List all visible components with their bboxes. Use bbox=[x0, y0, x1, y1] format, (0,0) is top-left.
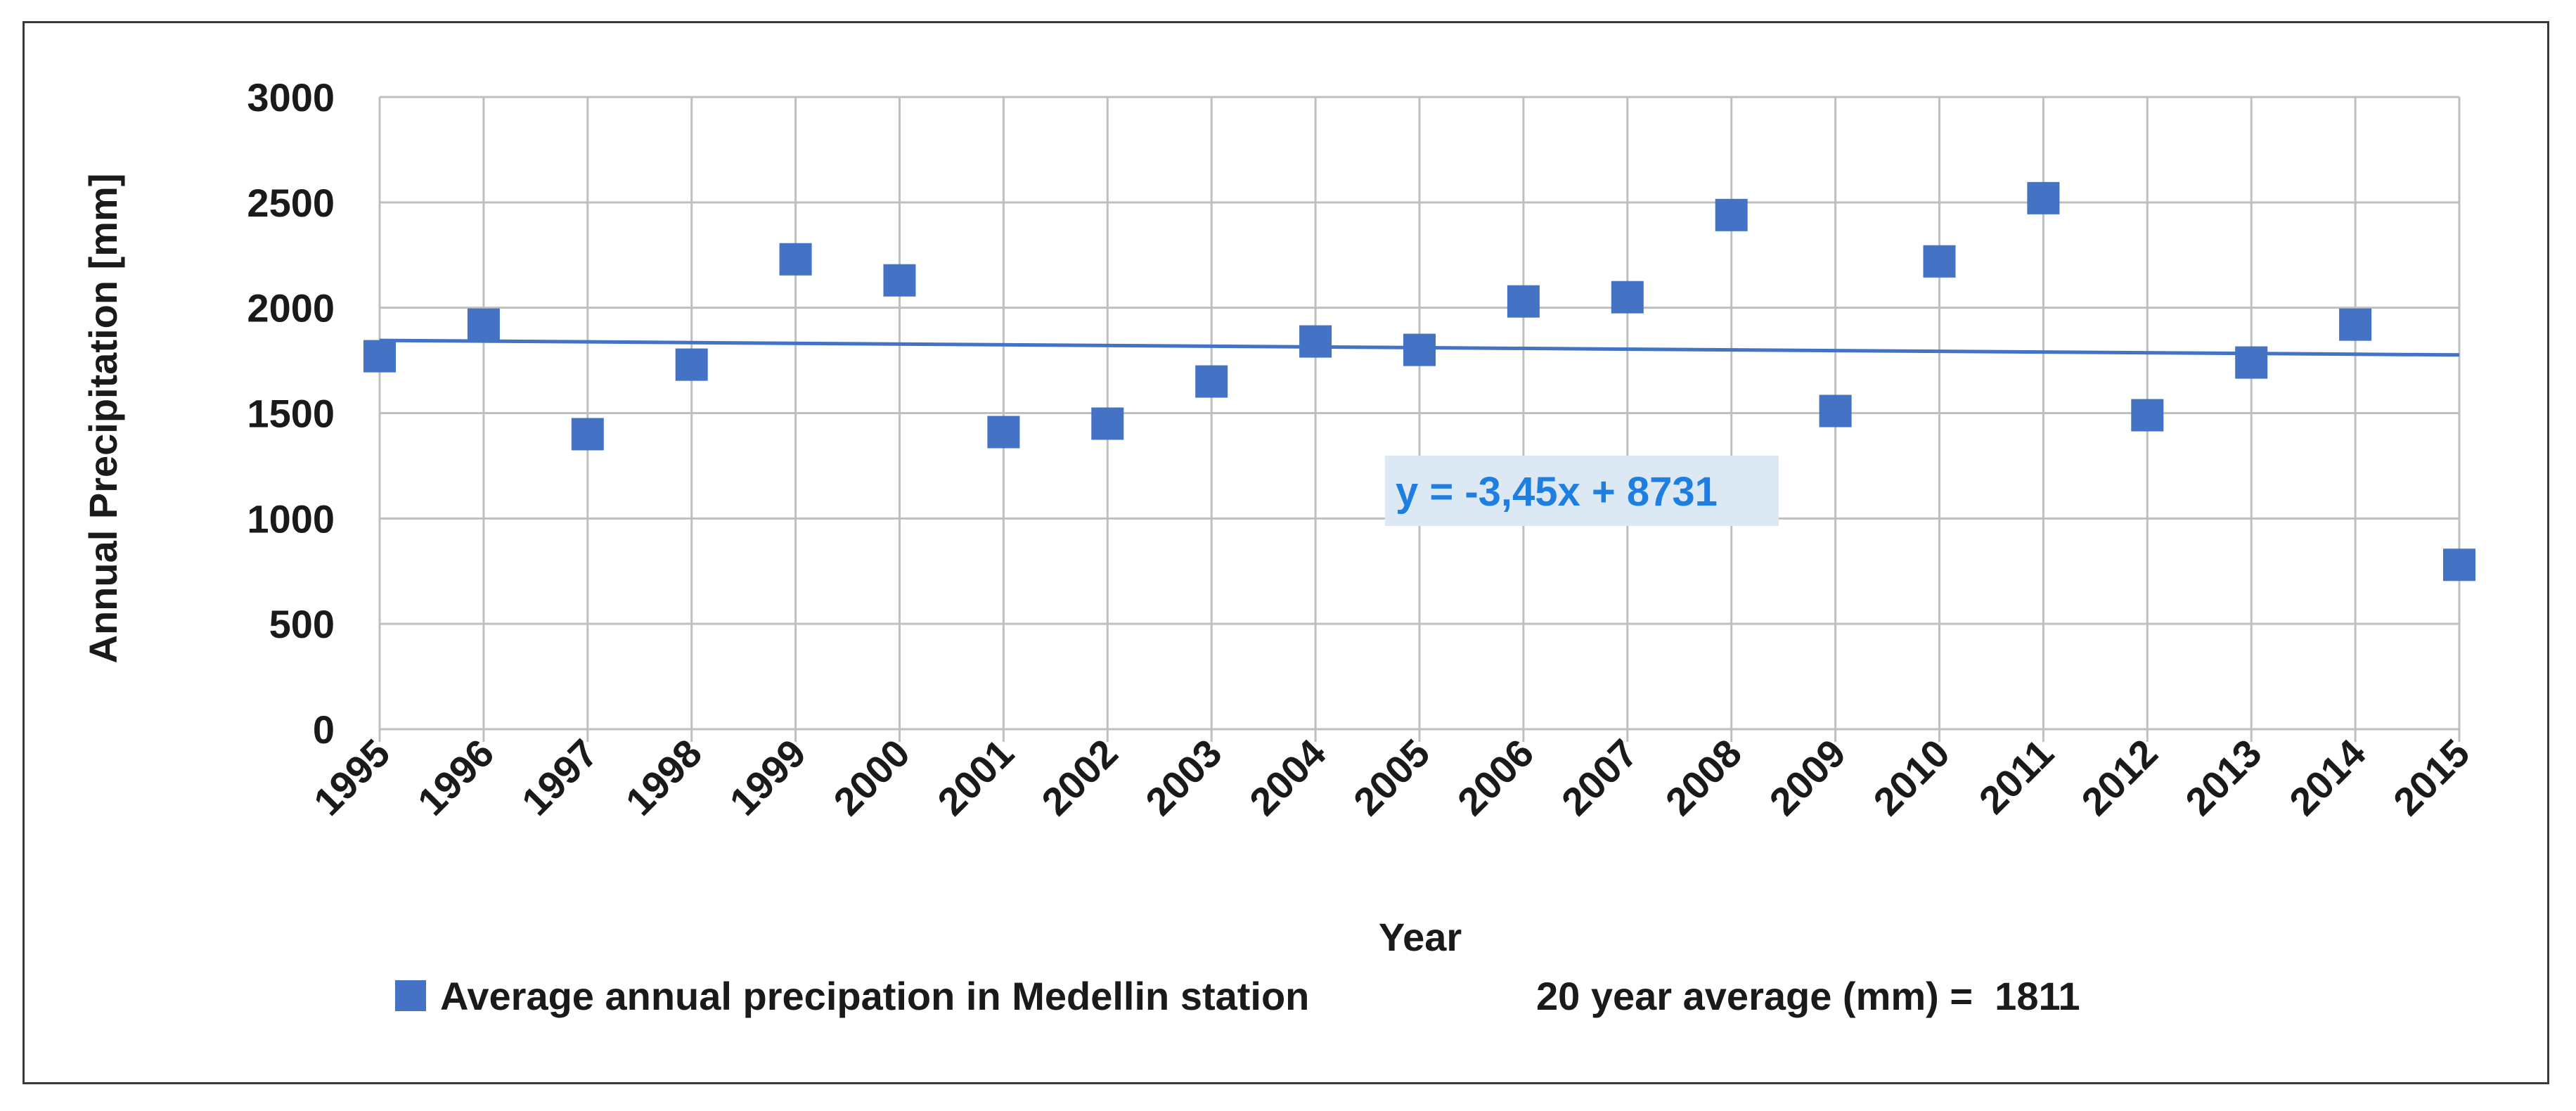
y-tick-label: 2500 bbox=[247, 181, 335, 225]
x-tick-labels: 1995 1996 1997 1998 1999 2000 2001 2002 2003 2004… bbox=[305, 731, 2478, 824]
y-tick-label: 0 bbox=[313, 707, 335, 752]
equation-background bbox=[1385, 456, 1779, 526]
data-point bbox=[883, 264, 916, 297]
x-tick-label: 2010 bbox=[1865, 731, 1958, 824]
data-point bbox=[2027, 181, 2060, 214]
data-point bbox=[675, 348, 708, 381]
x-tick-label: 2000 bbox=[825, 731, 918, 824]
y-tick-label: 2000 bbox=[247, 286, 335, 330]
trendline-equation: y = -3,45x + 8731 bbox=[1396, 469, 1718, 515]
x-tick-label: 2006 bbox=[1449, 731, 1543, 824]
data-point bbox=[1611, 281, 1644, 314]
data-point bbox=[1923, 245, 1956, 278]
data-point bbox=[1715, 198, 1748, 231]
x-tick-label: 2004 bbox=[1241, 731, 1334, 824]
data-point bbox=[1819, 394, 1852, 428]
data-point bbox=[2235, 346, 2268, 379]
y-axis-label: Annual Precipitation [mm] bbox=[81, 174, 125, 664]
data-point bbox=[571, 418, 604, 451]
legend-average-note: 20 year average (mm) = 1811 bbox=[1536, 974, 2080, 1018]
y-tick-label: 1500 bbox=[247, 392, 335, 436]
x-axis-label: Year bbox=[1379, 915, 1462, 959]
x-tick-label: 1996 bbox=[409, 731, 503, 824]
data-point bbox=[2131, 399, 2164, 432]
data-point bbox=[1403, 333, 1436, 366]
x-tick-label: 2001 bbox=[929, 731, 1022, 824]
x-tick-label: 2008 bbox=[1657, 731, 1751, 824]
data-point bbox=[2443, 548, 2475, 582]
legend-marker bbox=[395, 980, 426, 1011]
y-tick-label: 3000 bbox=[247, 75, 335, 120]
x-tick-label: 2014 bbox=[2281, 731, 2374, 824]
y-tick-label: 500 bbox=[269, 602, 335, 646]
data-point bbox=[1195, 365, 1228, 398]
y-tick-labels: 0 500 1000 1500 2000 2500 3000 bbox=[247, 75, 335, 752]
data-point bbox=[363, 340, 396, 373]
data-point bbox=[1091, 407, 1124, 440]
chart-frame bbox=[22, 21, 2549, 1084]
data-point bbox=[779, 243, 812, 276]
x-tick-label: 2012 bbox=[2073, 731, 2166, 824]
x-tick-label: 2009 bbox=[1760, 731, 1854, 824]
x-tick-label: 1998 bbox=[617, 731, 711, 824]
x-tick-label: 1997 bbox=[513, 731, 607, 824]
x-tick-label: 2003 bbox=[1137, 731, 1230, 824]
y-tick-label: 1000 bbox=[247, 496, 335, 541]
x-tick-label: 2011 bbox=[1970, 731, 2061, 822]
legend-series-label: Average annual precipation in Medellin s… bbox=[440, 974, 1309, 1018]
data-point bbox=[1507, 285, 1540, 318]
data-point bbox=[2339, 308, 2372, 341]
data-point bbox=[1299, 325, 1332, 358]
x-tick-label: 1999 bbox=[721, 731, 814, 824]
x-tick-label: 2007 bbox=[1553, 731, 1647, 824]
x-tick-label: 2002 bbox=[1033, 731, 1126, 824]
data-points bbox=[363, 181, 2475, 582]
x-tick-label: 2005 bbox=[1345, 731, 1438, 824]
x-tick-label: 2015 bbox=[2385, 731, 2478, 824]
data-point bbox=[987, 416, 1020, 449]
data-point bbox=[467, 308, 500, 341]
x-tick-label: 2013 bbox=[2177, 731, 2270, 824]
